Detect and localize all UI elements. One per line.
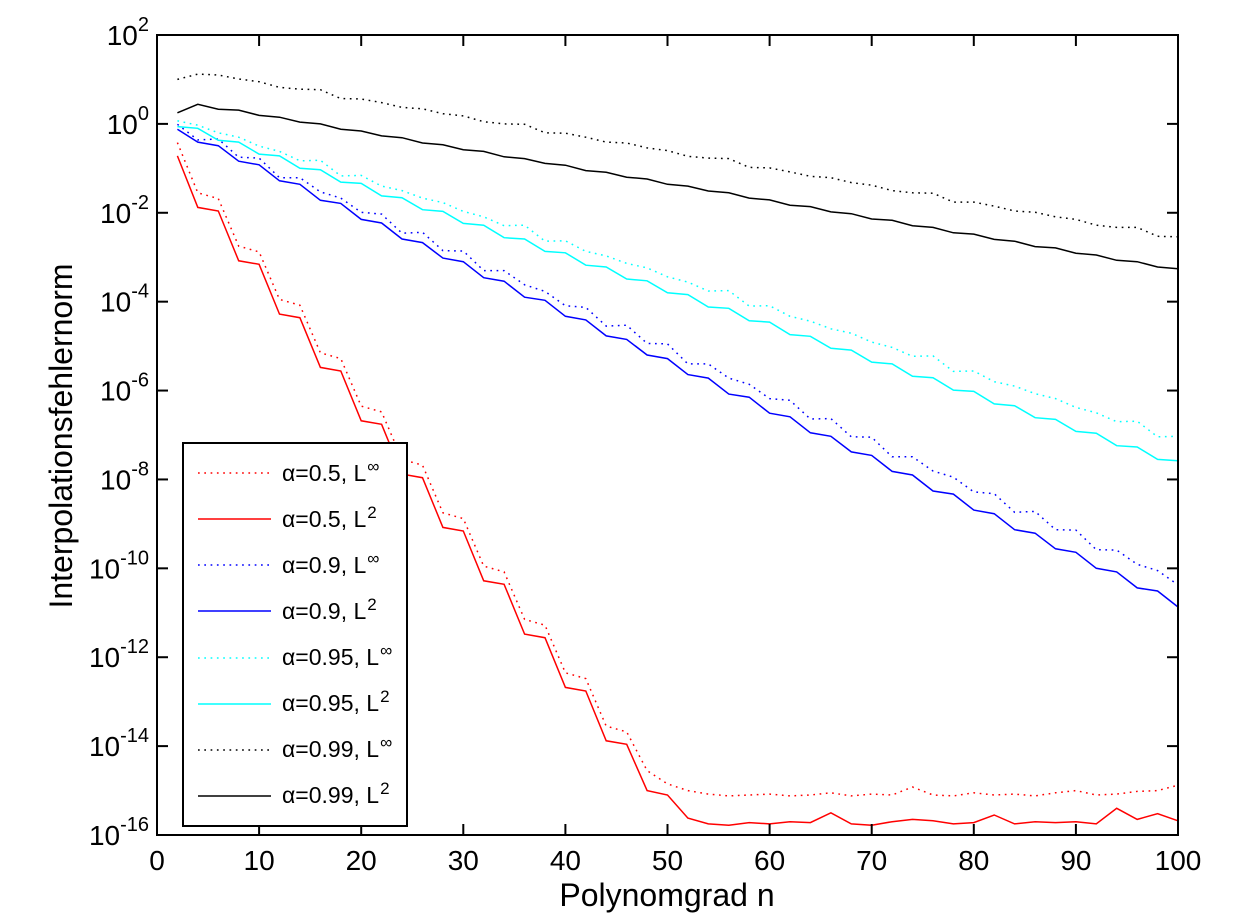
series-line <box>176 123 1179 586</box>
y-tick-label: 10-14 <box>89 725 149 762</box>
y-axis-label: Interpolationsfehlernorm <box>43 263 79 608</box>
legend-item-label: α=0.99, L2 <box>282 779 390 809</box>
legend-item-label: α=0.9, L∞ <box>282 548 380 578</box>
legend-solid-line-sample <box>198 518 271 520</box>
x-tick-label: 60 <box>754 845 785 876</box>
series-line <box>176 142 1179 797</box>
series-line <box>176 128 1179 608</box>
x-tick-label: 20 <box>346 845 377 876</box>
x-tick-label: 40 <box>550 845 581 876</box>
x-axis-label: Polynomgrad n <box>559 877 774 913</box>
legend-item: α=0.99, L∞ <box>184 730 406 770</box>
legend-item: α=0.9, L∞ <box>184 545 406 585</box>
y-tick-label: 10-8 <box>100 458 149 495</box>
legend-dotted-line-sample <box>198 564 271 567</box>
curves-layer <box>176 73 1179 826</box>
y-tick-label: 10-2 <box>100 192 149 229</box>
x-tick-label: 90 <box>1060 845 1091 876</box>
x-tick-label: 10 <box>244 845 275 876</box>
legend-item-label: α=0.95, L2 <box>282 687 390 717</box>
legend-item: α=0.5, L2 <box>184 499 406 539</box>
x-tick-label: 100 <box>1155 845 1202 876</box>
legend-item: α=0.5, L∞ <box>184 453 406 493</box>
legend-item: α=0.99, L2 <box>184 776 406 816</box>
legend-item-label: α=0.5, L∞ <box>282 456 380 486</box>
y-tick-label: 10-10 <box>89 547 149 584</box>
legend-item: α=0.95, L∞ <box>184 638 406 678</box>
x-tick-label: 30 <box>448 845 479 876</box>
y-tick-label: 10-6 <box>100 370 149 407</box>
legend-dotted-line-sample <box>198 656 271 659</box>
x-tick-label: 0 <box>149 845 165 876</box>
legend-solid-line-sample <box>198 702 271 705</box>
legend-item-label: α=0.95, L∞ <box>282 641 393 671</box>
series-line <box>177 125 1179 462</box>
y-tick-label: 102 <box>107 14 149 51</box>
x-tick-label: 80 <box>958 845 989 876</box>
legend-dotted-line-sample <box>198 472 271 474</box>
y-tick-label: 10-16 <box>89 814 149 851</box>
legend-item-label: α=0.9, L2 <box>282 594 377 624</box>
y-tick-label: 10-12 <box>89 636 149 673</box>
legend-solid-line-sample <box>198 610 271 613</box>
series-line <box>177 73 1179 238</box>
legend-item-label: α=0.99, L∞ <box>282 733 393 763</box>
legend-dotted-line-sample <box>198 749 271 751</box>
x-tick-label: 50 <box>652 845 683 876</box>
y-tick-label: 10-4 <box>100 281 149 318</box>
legend-item: α=0.95, L2 <box>184 684 406 724</box>
y-tick-label: 100 <box>107 103 149 140</box>
legend: α=0.5, L∞ α=0.5, L2 α=0.9, L∞ α=0.9, L2 α=0.… <box>182 442 408 827</box>
series-line <box>177 103 1179 270</box>
legend-solid-line-sample <box>198 795 271 797</box>
axes-layer: 0 10 20 30 40 50 60 70 80 90 100 102 100 10-2 10-4 10-6… <box>89 14 1201 876</box>
series-line <box>176 155 1179 826</box>
legend-item-label: α=0.5, L2 <box>282 502 377 532</box>
x-tick-label: 70 <box>856 845 887 876</box>
series-line <box>177 120 1179 438</box>
legend-item: α=0.9, L2 <box>184 591 406 631</box>
